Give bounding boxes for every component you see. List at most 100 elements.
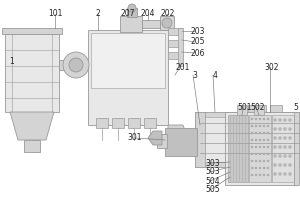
Bar bbox=[144, 118, 156, 128]
Circle shape bbox=[255, 139, 257, 141]
Bar bbox=[24, 140, 40, 152]
Bar bbox=[249, 115, 271, 182]
Bar bbox=[120, 16, 142, 32]
Circle shape bbox=[267, 132, 269, 134]
Circle shape bbox=[263, 125, 265, 127]
Circle shape bbox=[259, 146, 261, 148]
Circle shape bbox=[267, 174, 269, 176]
Bar bbox=[91, 33, 165, 88]
Bar bbox=[270, 105, 282, 115]
Circle shape bbox=[251, 153, 253, 155]
Circle shape bbox=[267, 153, 269, 155]
Circle shape bbox=[259, 125, 261, 127]
Text: 505: 505 bbox=[206, 186, 220, 194]
Bar bbox=[160, 16, 174, 30]
Circle shape bbox=[69, 58, 83, 72]
Circle shape bbox=[283, 118, 287, 122]
Circle shape bbox=[267, 118, 269, 120]
Circle shape bbox=[283, 172, 287, 176]
Text: 301: 301 bbox=[128, 134, 142, 142]
Circle shape bbox=[283, 163, 287, 167]
Circle shape bbox=[259, 153, 261, 155]
Circle shape bbox=[251, 125, 253, 127]
Bar bbox=[5, 34, 59, 112]
Bar bbox=[195, 112, 205, 167]
Text: 5: 5 bbox=[294, 102, 298, 112]
Text: 502: 502 bbox=[251, 102, 265, 112]
Circle shape bbox=[278, 172, 282, 176]
Circle shape bbox=[255, 132, 257, 134]
Circle shape bbox=[251, 132, 253, 134]
Circle shape bbox=[278, 136, 282, 140]
Text: 101: 101 bbox=[48, 9, 62, 19]
Circle shape bbox=[288, 136, 292, 140]
Circle shape bbox=[162, 18, 172, 28]
Bar bbox=[157, 134, 167, 148]
Bar bbox=[168, 52, 182, 59]
Circle shape bbox=[263, 146, 265, 148]
Circle shape bbox=[273, 118, 277, 122]
Bar bbox=[237, 105, 247, 115]
Circle shape bbox=[288, 145, 292, 149]
Circle shape bbox=[255, 125, 257, 127]
Bar bbox=[168, 40, 182, 47]
Circle shape bbox=[278, 163, 282, 167]
Text: 302: 302 bbox=[265, 62, 279, 72]
Circle shape bbox=[263, 160, 265, 162]
Text: 207: 207 bbox=[121, 9, 135, 19]
Bar bbox=[195, 112, 300, 117]
Circle shape bbox=[263, 174, 265, 176]
Bar bbox=[112, 118, 124, 128]
Bar bbox=[168, 28, 182, 35]
Bar bbox=[127, 8, 137, 17]
Circle shape bbox=[278, 154, 282, 158]
Circle shape bbox=[267, 167, 269, 169]
Bar bbox=[272, 115, 294, 182]
Circle shape bbox=[251, 118, 253, 120]
Circle shape bbox=[273, 136, 277, 140]
Circle shape bbox=[259, 167, 261, 169]
Circle shape bbox=[255, 167, 257, 169]
Circle shape bbox=[273, 172, 277, 176]
Bar bbox=[142, 20, 160, 28]
Text: 202: 202 bbox=[161, 9, 175, 19]
Bar bbox=[225, 112, 297, 185]
Circle shape bbox=[259, 174, 261, 176]
Bar bbox=[195, 162, 300, 167]
Bar bbox=[294, 112, 299, 185]
Circle shape bbox=[251, 146, 253, 148]
Bar bbox=[195, 112, 300, 167]
Circle shape bbox=[288, 163, 292, 167]
Circle shape bbox=[267, 139, 269, 141]
Circle shape bbox=[288, 127, 292, 131]
Text: 2: 2 bbox=[96, 9, 100, 19]
Circle shape bbox=[273, 127, 277, 131]
Bar bbox=[96, 118, 108, 128]
Circle shape bbox=[255, 153, 257, 155]
Circle shape bbox=[259, 118, 261, 120]
Circle shape bbox=[267, 160, 269, 162]
Text: 303: 303 bbox=[206, 158, 220, 168]
Polygon shape bbox=[168, 125, 190, 145]
Bar bbox=[248, 105, 266, 115]
Text: 4: 4 bbox=[213, 71, 218, 79]
Circle shape bbox=[255, 146, 257, 148]
Circle shape bbox=[263, 132, 265, 134]
Circle shape bbox=[251, 167, 253, 169]
Bar bbox=[2, 28, 62, 34]
Circle shape bbox=[288, 118, 292, 122]
Circle shape bbox=[283, 154, 287, 158]
Circle shape bbox=[278, 145, 282, 149]
Polygon shape bbox=[10, 112, 54, 140]
Text: 203: 203 bbox=[191, 26, 205, 36]
Circle shape bbox=[251, 139, 253, 141]
Circle shape bbox=[273, 145, 277, 149]
Text: 205: 205 bbox=[191, 38, 205, 46]
Circle shape bbox=[259, 160, 261, 162]
Circle shape bbox=[283, 127, 287, 131]
Circle shape bbox=[283, 136, 287, 140]
Circle shape bbox=[267, 125, 269, 127]
Bar bbox=[178, 28, 183, 66]
Text: 201: 201 bbox=[176, 62, 190, 72]
Circle shape bbox=[273, 163, 277, 167]
